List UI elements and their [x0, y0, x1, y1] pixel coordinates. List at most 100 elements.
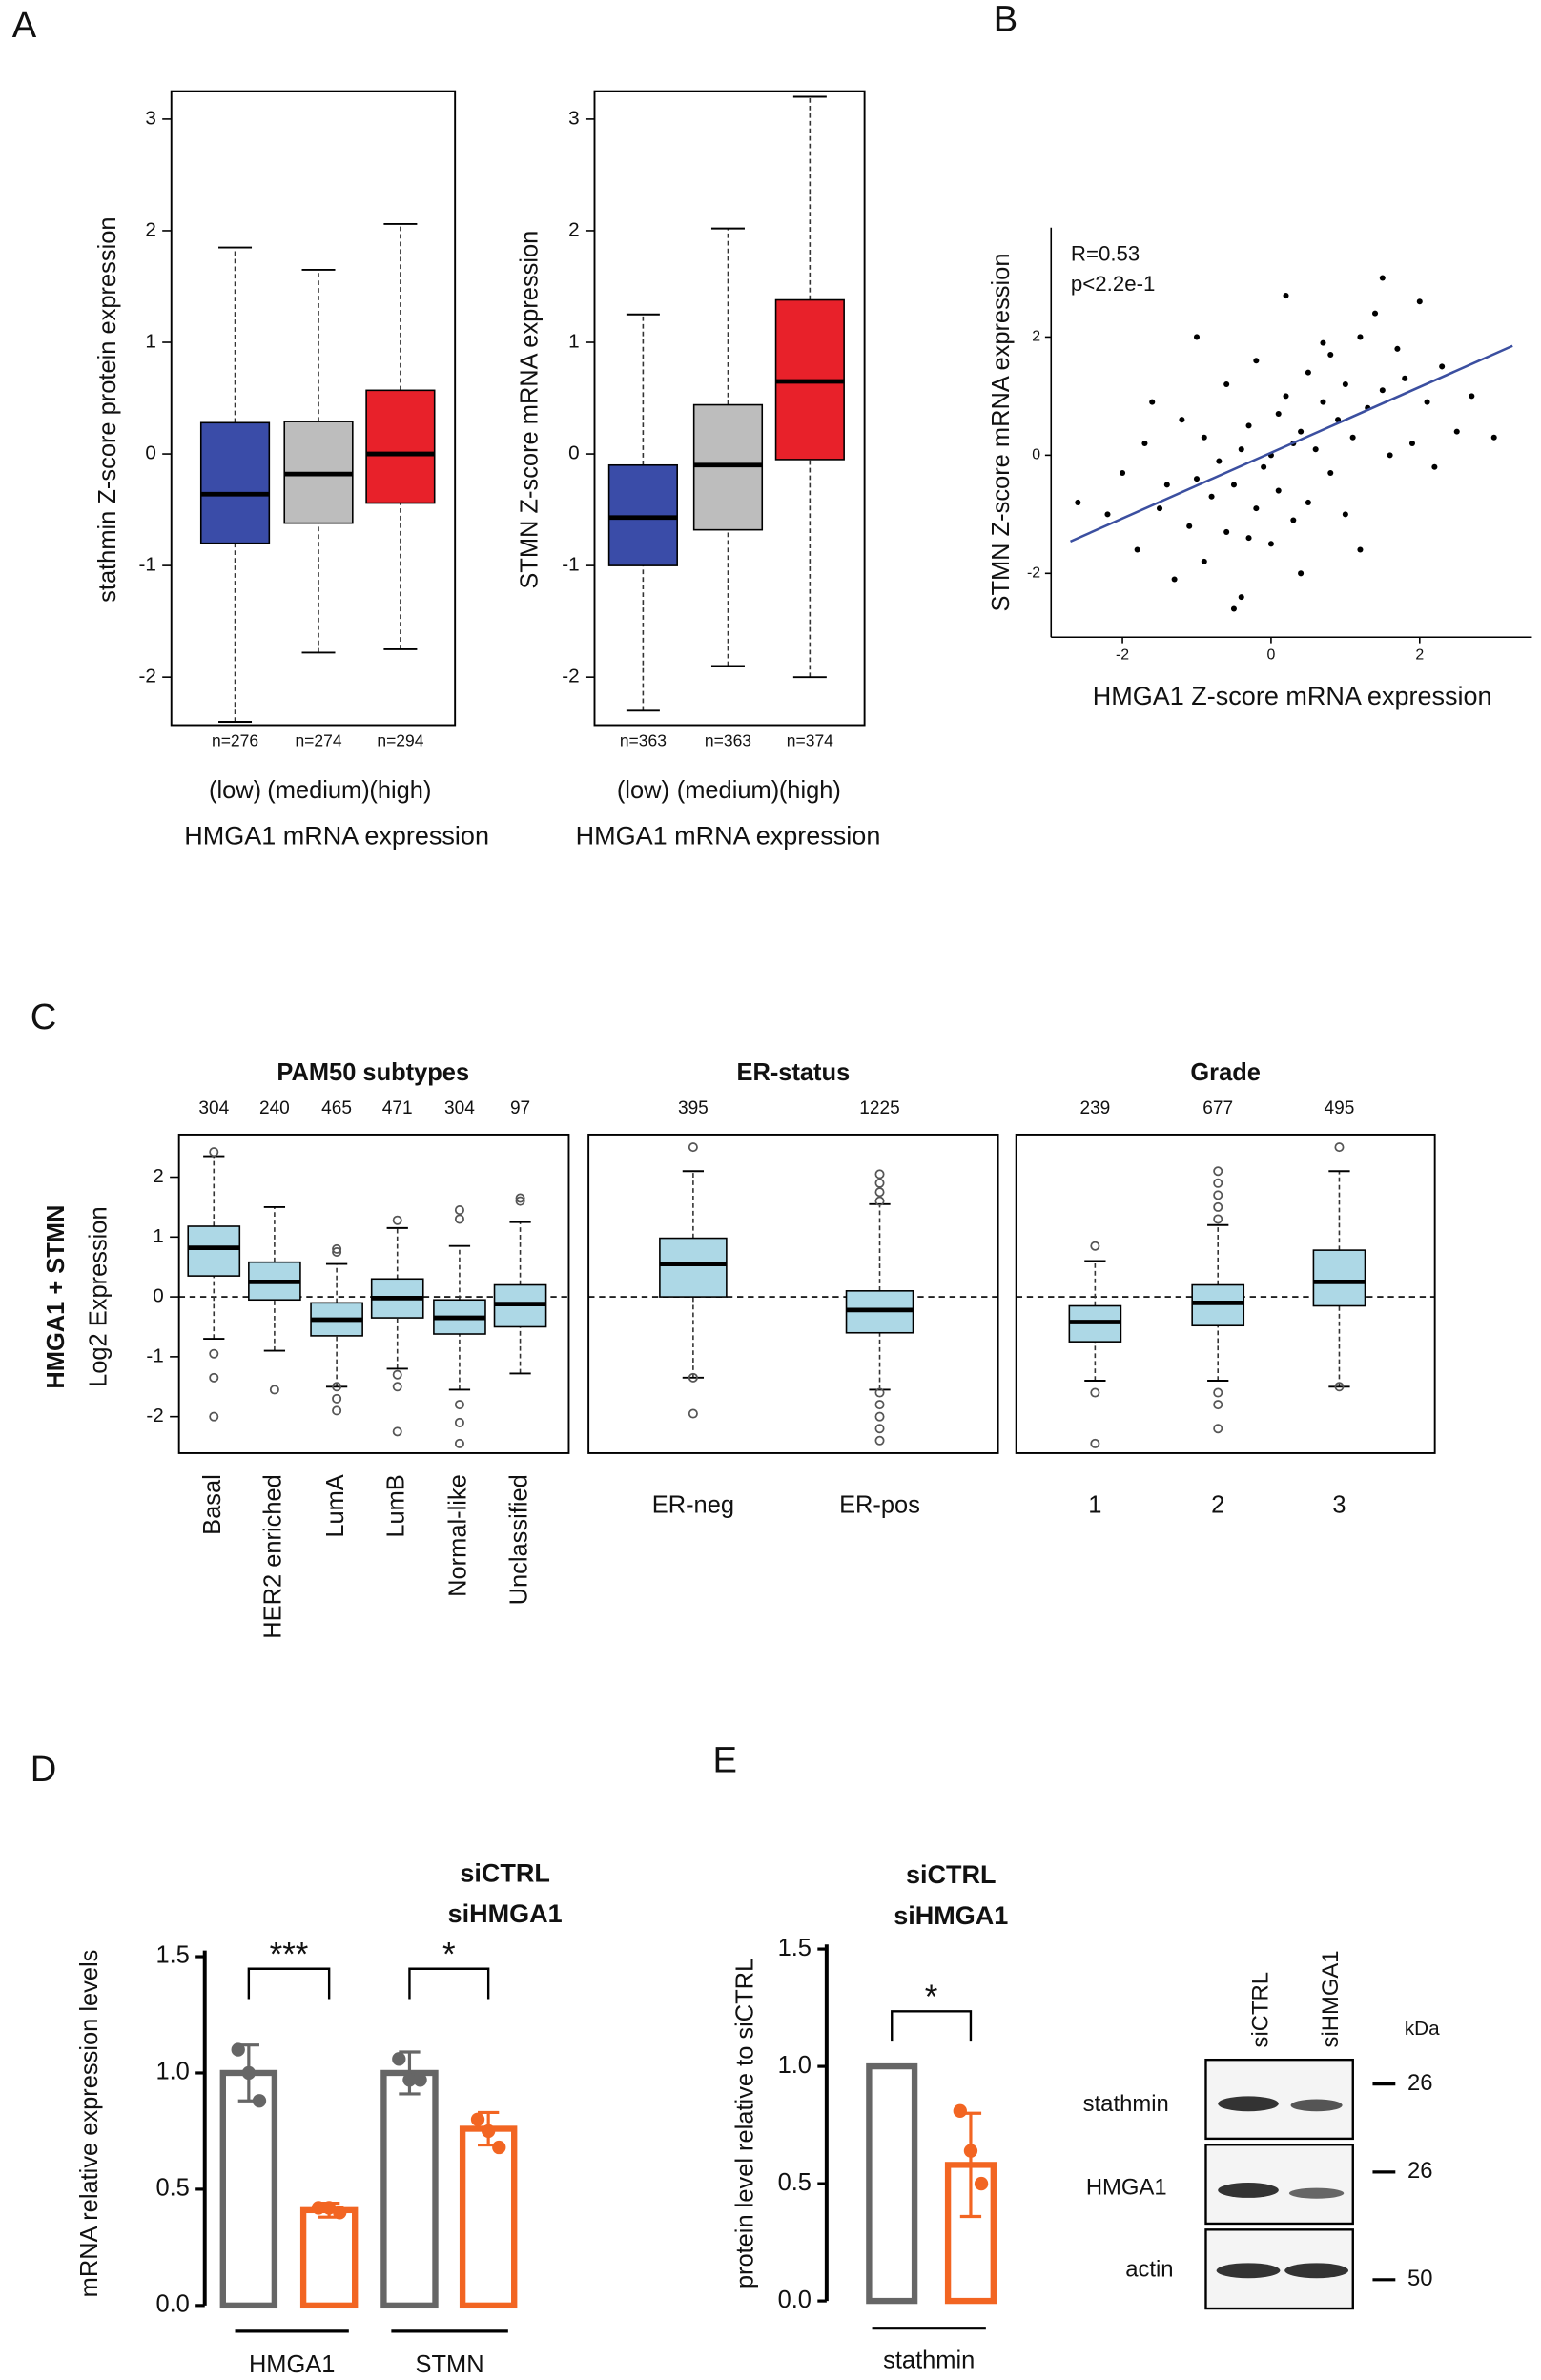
- point: [1327, 469, 1334, 476]
- n-label: n=274: [295, 731, 341, 750]
- point: [1424, 399, 1430, 405]
- box: [199, 421, 271, 544]
- outlier: [1334, 1142, 1345, 1153]
- point: [1283, 293, 1289, 299]
- point: [1312, 446, 1319, 453]
- western-blot: siCTRL siHMGA1 kDa stathmin HMGA1 actin …: [1083, 1950, 1440, 2310]
- point: [1290, 517, 1297, 523]
- x-tick-label: stathmin: [883, 2347, 975, 2373]
- point: [1349, 434, 1356, 441]
- bar: [219, 2069, 278, 2309]
- panel-label: D: [31, 1749, 57, 1790]
- point: [1261, 463, 1267, 470]
- data-point: [333, 2206, 347, 2220]
- legend-entry: siCTRL: [460, 1858, 550, 1887]
- point: [1408, 440, 1416, 447]
- outlier: [1090, 1387, 1100, 1398]
- data-point: [492, 2140, 506, 2155]
- point: [1230, 482, 1237, 488]
- outlier: [1213, 1400, 1223, 1410]
- x-tick-label: (high): [369, 777, 431, 804]
- y-axis-label: Log2 Expression: [86, 1206, 113, 1387]
- significance-label: *: [442, 1936, 456, 1973]
- y-tick-label: 2: [153, 1165, 164, 1187]
- x-tick-label: Normal-like: [445, 1474, 472, 1597]
- y-tick-label: 1.0: [155, 2059, 189, 2085]
- outlier: [454, 1205, 464, 1216]
- x-tick-label: 2: [1415, 647, 1424, 664]
- n-label: 495: [1325, 1098, 1355, 1118]
- x-tick-label: ER-pos: [839, 1491, 920, 1518]
- y-tick-label: 1.5: [155, 1942, 189, 1969]
- row-label: HMGA1: [1086, 2175, 1167, 2201]
- point: [1320, 339, 1326, 346]
- point: [1387, 452, 1393, 459]
- outlier: [874, 1178, 885, 1188]
- outlier: [209, 1348, 219, 1359]
- x-tick-label: -2: [1116, 647, 1129, 664]
- significance-bracket: [408, 1967, 490, 2000]
- bar: [866, 2062, 918, 2305]
- point: [1439, 363, 1446, 370]
- y-tick-label: 0.0: [778, 2287, 812, 2313]
- plot-frame: [170, 90, 457, 727]
- point: [1134, 546, 1140, 553]
- box: [187, 1225, 241, 1277]
- y-tick-label: -1: [138, 554, 155, 576]
- point: [1120, 469, 1126, 476]
- outlier: [874, 1400, 885, 1410]
- plot-frame: [1015, 1133, 1436, 1454]
- y-tick-label: -2: [146, 1405, 163, 1426]
- outlier: [392, 1426, 402, 1437]
- band: [1218, 2183, 1279, 2198]
- outlier: [874, 1196, 885, 1206]
- outlier: [688, 1142, 698, 1153]
- point: [1253, 505, 1260, 512]
- outlier: [454, 1417, 464, 1427]
- outlier: [454, 1438, 464, 1448]
- x-tick-label: LumB: [382, 1474, 409, 1537]
- outlier: [515, 1196, 525, 1206]
- panel-label: C: [31, 996, 57, 1037]
- outlier: [515, 1193, 525, 1203]
- point: [1453, 428, 1460, 435]
- y-tick-label: 1: [145, 330, 156, 352]
- point: [1490, 434, 1497, 441]
- y-tick-label: 1: [568, 330, 580, 352]
- box: [365, 389, 436, 504]
- lane-label: siHMGA1: [1318, 1950, 1344, 2047]
- point: [1416, 298, 1423, 305]
- plot-frame: [587, 1133, 999, 1454]
- fit-line: [1069, 344, 1513, 544]
- data-point: [413, 2073, 427, 2087]
- data-point: [392, 2052, 406, 2066]
- x-tick-label: ER-neg: [652, 1491, 734, 1518]
- outlier: [209, 1372, 219, 1383]
- significance-label: *: [925, 1979, 938, 2016]
- point: [1275, 410, 1282, 418]
- x-tick-label: (high): [779, 777, 841, 804]
- point: [1201, 558, 1207, 564]
- n-label: n=294: [377, 731, 423, 750]
- data-point: [252, 2094, 267, 2108]
- n-label: 465: [321, 1098, 352, 1118]
- x-axis-label: HMGA1 mRNA expression: [576, 821, 881, 850]
- outlier: [874, 1187, 885, 1198]
- data-point: [402, 2073, 417, 2087]
- lane-label: siCTRL: [1248, 1972, 1274, 2047]
- point: [1201, 434, 1207, 441]
- marker-label: 50: [1407, 2266, 1433, 2291]
- outlier: [332, 1243, 342, 1254]
- panel-title: PAM50 subtypes: [277, 1059, 469, 1086]
- outlier: [392, 1382, 402, 1392]
- n-label: 471: [382, 1098, 413, 1118]
- legend-entry: siHMGA1: [894, 1901, 1008, 1930]
- point: [1245, 422, 1252, 429]
- blot-box: [1204, 2144, 1354, 2226]
- outlier: [1334, 1382, 1345, 1392]
- band: [1284, 2263, 1348, 2279]
- point: [1305, 369, 1311, 376]
- point: [1075, 499, 1081, 505]
- outlier: [392, 1369, 402, 1380]
